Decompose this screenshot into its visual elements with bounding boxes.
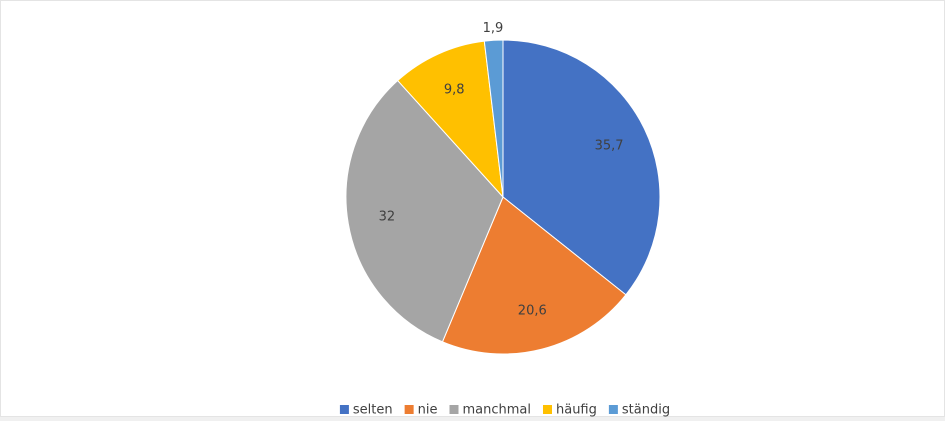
legend-label: ständig [622, 403, 670, 418]
legend: selten nie manchmal häufig ständig [339, 403, 670, 418]
legend-label: manchmal [462, 403, 531, 418]
data-label: 9,8 [444, 82, 465, 97]
legend-swatch [339, 405, 349, 414]
legend-swatch [404, 405, 414, 414]
legend-swatch [542, 405, 552, 414]
data-label: 32 [379, 209, 396, 224]
data-label: 35,7 [595, 138, 624, 153]
legend-label: nie [418, 403, 438, 418]
legend-label: selten [353, 403, 393, 418]
legend-swatch [608, 405, 618, 414]
data-label: 20,6 [518, 304, 547, 319]
data-label: 1,9 [483, 21, 504, 36]
pie-slice [396, 40, 504, 199]
pie-slice [441, 196, 627, 355]
bottom-strip [0, 417, 945, 421]
pie-slice [502, 39, 661, 296]
legend-swatch [449, 405, 459, 414]
pie-slice [483, 39, 504, 198]
pie-slice [345, 79, 504, 343]
legend-label: häufig [556, 403, 597, 418]
